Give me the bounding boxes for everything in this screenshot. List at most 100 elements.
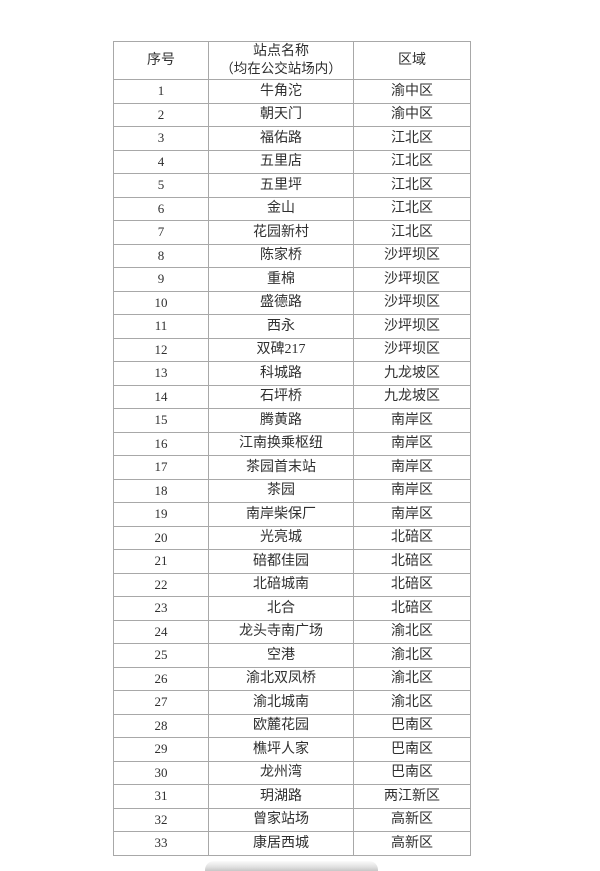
district-cell: 江北区 xyxy=(353,126,471,151)
district-cell: 南岸区 xyxy=(353,408,471,433)
station-name-cell: 朝天门 xyxy=(208,102,354,127)
district-cell: 巴南区 xyxy=(353,737,471,762)
table-row: 2 朝天门 渝中区 xyxy=(113,102,471,127)
col-header-station-name-line2: （均在公交站场内） xyxy=(220,60,342,76)
col-header-district: 区域 xyxy=(353,41,471,80)
district-cell: 渝北区 xyxy=(353,643,471,668)
district-cell: 北碚区 xyxy=(353,525,471,550)
header-row: 序号 站点名称 （均在公交站场内） 区域 xyxy=(113,41,471,80)
table-row: 28 欧麓花园 巴南区 xyxy=(113,713,471,738)
row-index-cell: 26 xyxy=(113,666,209,691)
col-header-index: 序号 xyxy=(113,41,209,80)
row-index-cell: 10 xyxy=(113,290,209,315)
station-name-cell: 五里店 xyxy=(208,149,354,174)
table-row: 24 龙头寺南广场 渝北区 xyxy=(113,619,471,644)
station-name-cell: 重棉 xyxy=(208,267,354,292)
row-index-cell: 31 xyxy=(113,784,209,809)
station-name-cell: 龙州湾 xyxy=(208,760,354,785)
table-row: 9 重棉 沙坪坝区 xyxy=(113,267,471,292)
district-cell: 高新区 xyxy=(353,807,471,832)
row-index-cell: 12 xyxy=(113,337,209,362)
row-index-cell: 19 xyxy=(113,502,209,527)
table-row: 7 花园新村 江北区 xyxy=(113,220,471,245)
row-index-cell: 9 xyxy=(113,267,209,292)
district-cell: 渝北区 xyxy=(353,666,471,691)
station-name-cell: 玥湖路 xyxy=(208,784,354,809)
district-cell: 沙坪坝区 xyxy=(353,267,471,292)
table-row: 31 玥湖路 两江新区 xyxy=(113,784,471,809)
row-index-cell: 28 xyxy=(113,713,209,738)
row-index-cell: 20 xyxy=(113,525,209,550)
table-row: 1 牛角沱 渝中区 xyxy=(113,79,471,104)
station-name-cell: 石坪桥 xyxy=(208,384,354,409)
district-cell: 九龙坡区 xyxy=(353,361,471,386)
row-index-cell: 8 xyxy=(113,243,209,268)
table-row: 20 光亮城 北碚区 xyxy=(113,525,471,550)
station-name-cell: 陈家桥 xyxy=(208,243,354,268)
row-index-cell: 16 xyxy=(113,431,209,456)
table-row: 19 南岸柴保厂 南岸区 xyxy=(113,502,471,527)
table-row: 33 康居西城 高新区 xyxy=(113,831,471,856)
table-row: 16 江南换乘枢纽 南岸区 xyxy=(113,431,471,456)
station-name-cell: 碚都佳园 xyxy=(208,549,354,574)
table-row: 22 北碚城南 北碚区 xyxy=(113,572,471,597)
expand-button-top-partial[interactable] xyxy=(205,861,378,871)
table-row: 23 北合 北碚区 xyxy=(113,596,471,621)
district-cell: 北碚区 xyxy=(353,549,471,574)
table-header: 序号 站点名称 （均在公交站场内） 区域 xyxy=(113,41,471,80)
station-name-cell: 光亮城 xyxy=(208,525,354,550)
station-name-cell: 北碚城南 xyxy=(208,572,354,597)
district-cell: 南岸区 xyxy=(353,502,471,527)
station-name-cell: 南岸柴保厂 xyxy=(208,502,354,527)
station-name-cell: 牛角沱 xyxy=(208,79,354,104)
row-index-cell: 2 xyxy=(113,102,209,127)
district-cell: 渝北区 xyxy=(353,690,471,715)
table-row: 27 渝北城南 渝北区 xyxy=(113,690,471,715)
row-index-cell: 7 xyxy=(113,220,209,245)
station-name-cell: 渝北双凤桥 xyxy=(208,666,354,691)
station-name-cell: 曾家站场 xyxy=(208,807,354,832)
station-name-cell: 樵坪人家 xyxy=(208,737,354,762)
district-cell: 江北区 xyxy=(353,220,471,245)
district-cell: 巴南区 xyxy=(353,713,471,738)
row-index-cell: 18 xyxy=(113,478,209,503)
row-index-cell: 17 xyxy=(113,455,209,480)
station-name-cell: 西永 xyxy=(208,314,354,339)
table-row: 26 渝北双凤桥 渝北区 xyxy=(113,666,471,691)
district-cell: 沙坪坝区 xyxy=(353,290,471,315)
district-cell: 沙坪坝区 xyxy=(353,314,471,339)
district-cell: 巴南区 xyxy=(353,760,471,785)
table-row: 25 空港 渝北区 xyxy=(113,643,471,668)
col-header-station-name-line1: 站点名称 xyxy=(253,44,309,60)
district-cell: 渝北区 xyxy=(353,619,471,644)
table-row: 14 石坪桥 九龙坡区 xyxy=(113,384,471,409)
district-cell: 沙坪坝区 xyxy=(353,337,471,362)
table-row: 32 曾家站场 高新区 xyxy=(113,807,471,832)
row-index-cell: 23 xyxy=(113,596,209,621)
station-name-cell: 盛德路 xyxy=(208,290,354,315)
table-row: 13 科城路 九龙坡区 xyxy=(113,361,471,386)
station-name-cell: 空港 xyxy=(208,643,354,668)
district-cell: 九龙坡区 xyxy=(353,384,471,409)
row-index-cell: 6 xyxy=(113,196,209,221)
row-index-cell: 29 xyxy=(113,737,209,762)
table-row: 6 金山 江北区 xyxy=(113,196,471,221)
station-name-cell: 康居西城 xyxy=(208,831,354,856)
district-cell: 高新区 xyxy=(353,831,471,856)
table-row: 8 陈家桥 沙坪坝区 xyxy=(113,243,471,268)
district-cell: 渝中区 xyxy=(353,102,471,127)
table-row: 4 五里店 江北区 xyxy=(113,149,471,174)
row-index-cell: 33 xyxy=(113,831,209,856)
district-cell: 南岸区 xyxy=(353,478,471,503)
table-row: 18 茶园 南岸区 xyxy=(113,478,471,503)
table-row: 21 碚都佳园 北碚区 xyxy=(113,549,471,574)
station-name-cell: 江南换乘枢纽 xyxy=(208,431,354,456)
bus-station-table: 序号 站点名称 （均在公交站场内） 区域 1 牛角沱 渝中区 2 朝天门 渝中区 3 福佑路江… xyxy=(113,41,471,856)
district-cell: 江北区 xyxy=(353,196,471,221)
row-index-cell: 27 xyxy=(113,690,209,715)
station-name-cell: 福佑路 xyxy=(208,126,354,151)
row-index-cell: 24 xyxy=(113,619,209,644)
row-index-cell: 14 xyxy=(113,384,209,409)
table-row: 10 盛德路 沙坪坝区 xyxy=(113,290,471,315)
